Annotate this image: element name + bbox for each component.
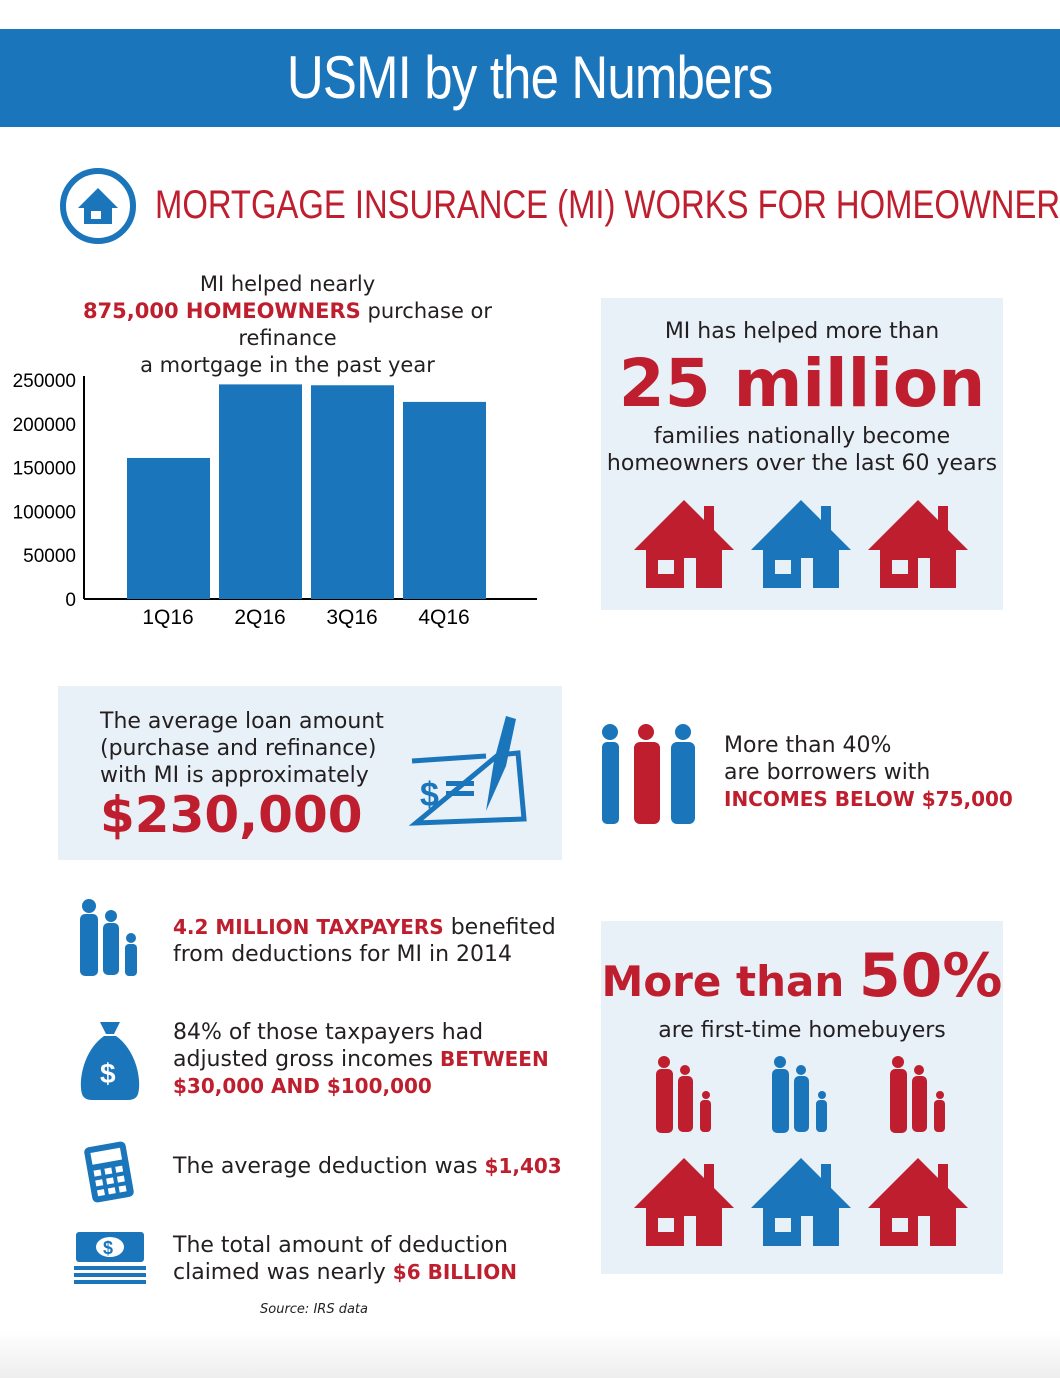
svg-text:$: $ — [420, 776, 439, 814]
tax-highlight: 4.2 MILLION TAXPAYERS — [173, 915, 444, 939]
tax-text: 84% of those taxpayers had — [173, 1020, 484, 1045]
tax-item-2: 84% of those taxpayers had adjusted gros… — [173, 1019, 549, 1100]
income-text: More than 40% are borrowers with INCOMES… — [724, 732, 1013, 813]
intro-line: a mortgage in the past year — [140, 353, 435, 377]
firsttime-post: are first-time homebuyers — [658, 1018, 946, 1043]
loan-text: with MI is approximately — [100, 763, 369, 788]
loan-amount: $230,000 — [100, 786, 363, 844]
x-tick-label: 3Q16 — [326, 606, 377, 629]
y-tick-label: 50000 — [23, 546, 76, 567]
source-note: Source: IRS data — [260, 1302, 368, 1317]
tax-text: The average deduction was — [173, 1154, 485, 1179]
houses-row — [634, 1158, 968, 1246]
money-bag-icon: $ — [80, 1022, 140, 1100]
tax-text: benefited — [443, 915, 556, 940]
svg-text:$: $ — [103, 1238, 113, 1258]
loan-text: The average loan amount — [100, 709, 384, 734]
intro-line: MI helped nearly — [199, 272, 376, 296]
people-group-icon — [602, 724, 695, 824]
family-icon — [656, 1056, 711, 1133]
tax-highlight: $30,000 AND $100,000 — [173, 1074, 432, 1098]
y-tick-label: 250000 — [13, 371, 76, 392]
title-banner: USMI by the Numbers — [0, 29, 1060, 127]
houses-row — [634, 500, 968, 588]
bar — [311, 385, 394, 599]
million-post: families nationally become — [653, 424, 951, 449]
million-figure: 25 million — [618, 345, 986, 422]
x-tick-label: 4Q16 — [418, 606, 469, 629]
loan-panel: The average loan amount (purchase and re… — [58, 686, 562, 860]
house-icon — [868, 500, 968, 588]
tax-item-3: The average deduction was $1,403 — [173, 1153, 562, 1180]
check-pen-icon: $ — [408, 716, 527, 826]
svg-text:$: $ — [100, 1058, 116, 1089]
section-title: MORTGAGE INSURANCE (MI) WORKS FOR HOMEOW… — [155, 183, 1060, 227]
tax-highlight: $1,403 — [484, 1154, 562, 1178]
tax-text: from deductions for MI in 2014 — [173, 942, 513, 967]
firsttime-pre: More than — [601, 957, 859, 1006]
families-row — [656, 1056, 945, 1133]
tax-text: adjusted gross incomes — [173, 1047, 441, 1072]
million-post: homeowners over the last 60 years — [606, 451, 998, 476]
footer-fade — [0, 1330, 1060, 1378]
million-pre: MI has helped more than — [664, 319, 940, 344]
family-icon — [890, 1056, 945, 1133]
y-tick-label: 0 — [65, 590, 76, 611]
family-icon — [80, 899, 137, 976]
income-line: are borrowers with — [724, 760, 931, 785]
income-highlight: INCOMES BELOW $75,000 — [724, 787, 1013, 811]
income-line: More than 40% — [724, 733, 892, 758]
tax-highlight: BETWEEN — [440, 1047, 549, 1071]
house-icon — [634, 1158, 734, 1246]
page-title: USMI by the Numbers — [287, 44, 773, 111]
y-tick-label: 100000 — [13, 502, 76, 523]
bar — [403, 401, 486, 599]
x-tick-label: 1Q16 — [142, 606, 193, 629]
y-tick-label: 150000 — [13, 459, 76, 480]
y-tick-label: 200000 — [13, 415, 76, 436]
intro-line: purchase or refinance — [238, 299, 493, 350]
bar — [127, 457, 210, 599]
chart-intro: MI helped nearly 875,000 HOMEOWNERS purc… — [40, 271, 535, 379]
x-tick-label: 2Q16 — [234, 606, 285, 629]
firsttime-figure: 50% — [858, 941, 1003, 1011]
tax-text: claimed was nearly — [173, 1260, 393, 1285]
cash-stack-icon: $ — [74, 1232, 146, 1284]
loan-text: (purchase and refinance) — [100, 736, 377, 761]
family-icon — [772, 1056, 827, 1133]
intro-highlight: 875,000 HOMEOWNERS — [82, 299, 361, 323]
house-icon — [751, 500, 851, 588]
bar — [219, 384, 302, 599]
tax-highlight: $6 BILLION — [392, 1260, 517, 1284]
bar-chart: 0 50000 100000 150000 200000 250000 1Q16 2Q16 3Q… — [13, 371, 537, 629]
house-icon — [634, 500, 734, 588]
tax-item-4: The total amount of deduction claimed wa… — [173, 1232, 517, 1286]
house-icon — [751, 1158, 851, 1246]
calculator-icon — [84, 1141, 134, 1203]
tax-text: The total amount of deduction — [173, 1233, 508, 1258]
house-icon — [868, 1158, 968, 1246]
tax-item-1: 4.2 MILLION TAXPAYERS benefited from ded… — [173, 914, 556, 968]
house-circle-icon — [60, 168, 136, 244]
